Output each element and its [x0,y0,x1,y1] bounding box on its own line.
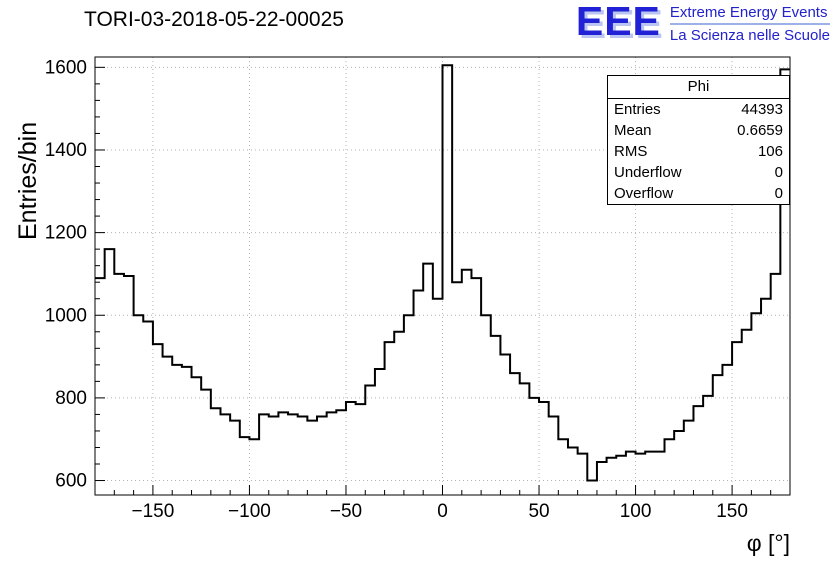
eee-logo-line2: La Scienza nelle Scuole [669,27,830,44]
y-axis-title: Entries/bin [14,121,42,240]
stats-value: 0 [774,185,783,202]
y-tick-label: 600 [55,471,87,492]
stats-value: 0.6659 [737,122,783,139]
x-axis-title: φ [°] [746,530,790,556]
stats-box-title: Phi [608,76,789,99]
stats-row-overflow: Overflow 0 [608,183,789,204]
stats-value: 0 [774,164,783,181]
stats-label: Entries [614,101,661,118]
eee-logo: EEE Extreme Energy Events La Scienza nel… [575,0,830,44]
x-tick-label: −150 [132,501,175,522]
stats-row-rms: RMS 106 [608,141,789,162]
x-tick-label: −100 [228,501,271,522]
y-tick-label: 1600 [45,57,87,78]
stats-row-underflow: Underflow 0 [608,162,789,183]
stats-row-entries: Entries 44393 [608,99,789,120]
stats-value: 106 [757,143,783,160]
x-tick-label: 50 [528,501,549,522]
chart-title: TORI-03-2018-05-22-00025 [84,8,344,31]
stats-label: RMS [614,143,648,160]
stats-box: Phi Entries 44393 Mean 0.6659 RMS 106 Un… [607,75,790,205]
stats-label: Overflow [614,185,674,202]
y-tick-label: 800 [55,388,87,409]
stats-value: 44393 [741,101,783,118]
y-tick-label: 1200 [45,223,87,244]
eee-logo-line1: Extreme Energy Events [669,4,830,25]
y-tick-label: 1000 [45,305,87,326]
x-tick-label: 150 [716,501,748,522]
stats-label: Mean [614,122,652,139]
stats-label: Underflow [614,164,682,181]
eee-logo-acronym: EEE [575,0,661,44]
stats-row-mean: Mean 0.6659 [608,120,789,141]
x-tick-label: 100 [620,501,652,522]
x-tick-label: 0 [437,501,448,522]
x-tick-label: −50 [330,501,362,522]
histogram-line [95,64,790,482]
y-tick-label: 1400 [45,140,87,161]
eee-logo-text: Extreme Energy Events La Scienza nelle S… [669,2,830,44]
